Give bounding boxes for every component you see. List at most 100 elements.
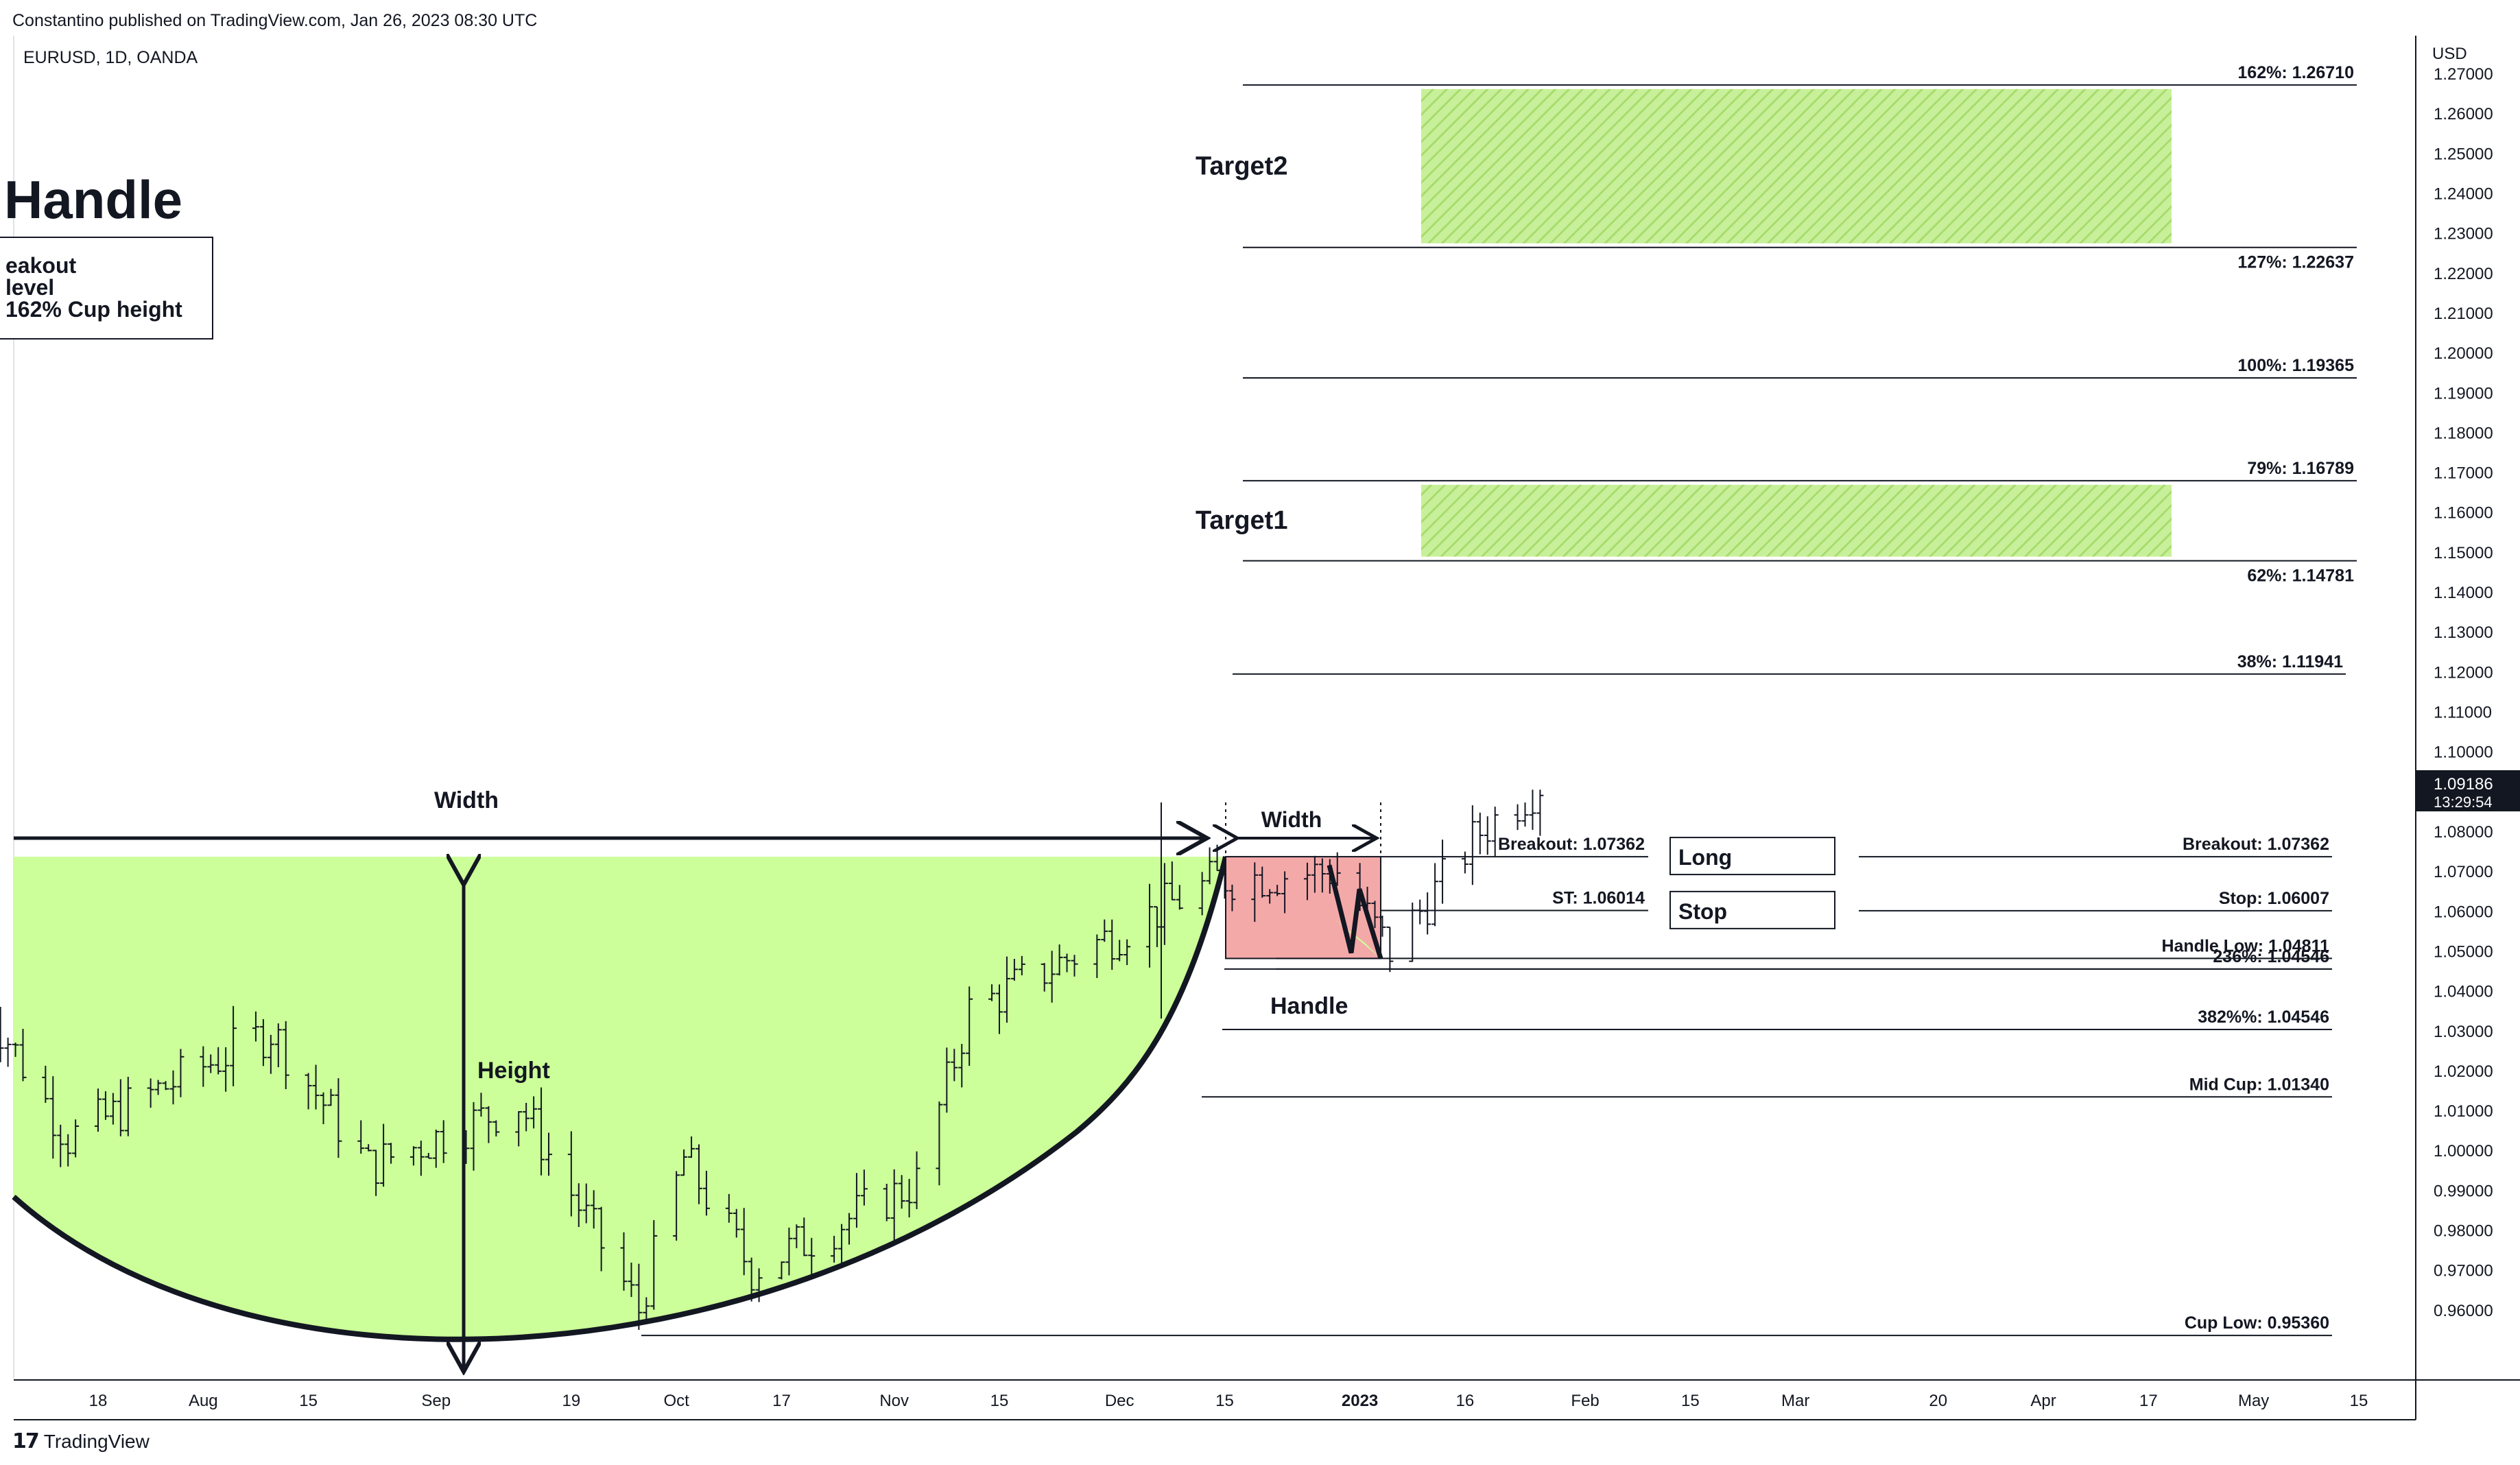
y-tick-label: 1.15000 [2434, 544, 2493, 562]
y-tick-label: 1.16000 [2434, 504, 2493, 523]
ohlc-bar [1514, 804, 1521, 831]
tradingview-brand[interactable]: 𝟭𝟳 TradingView [12, 1429, 150, 1453]
target-label: Target1 [1196, 506, 1287, 535]
level-label: 236%: 1.04546 [2213, 947, 2329, 966]
level-lines: 162%: 1.26710 127%: 1.22637 100%: 1.19365 7… [641, 63, 2357, 1337]
x-tick-label: Mar [1781, 1392, 1809, 1410]
level-label: 62%: 1.14781 [2247, 567, 2354, 586]
ohlc-bar [1266, 889, 1274, 904]
x-tick-label: 15 [299, 1392, 318, 1410]
x-tick-label: Aug [189, 1392, 218, 1410]
level-label: 79%: 1.16789 [2247, 459, 2354, 478]
ohlc-bar [274, 1023, 282, 1068]
y-tick-label: 1.06000 [2434, 903, 2493, 921]
ohlc-bar [1198, 872, 1206, 916]
x-tick-label: Dec [1105, 1392, 1134, 1410]
ohlc-bar [905, 1178, 913, 1217]
ohlc-bar [1318, 858, 1326, 893]
handle-label: Handle [1270, 993, 1348, 1019]
ohlc-bar [545, 1132, 552, 1176]
currency-label: USD [2432, 45, 2467, 63]
ohlc-bar [409, 1146, 417, 1166]
ohlc-bar [808, 1237, 816, 1276]
ohlc-bar [12, 1043, 19, 1057]
ohlc-bar [200, 1046, 207, 1087]
ohlc-bar [57, 1124, 64, 1167]
ohlc-bar [4, 1037, 12, 1067]
ohlc-bar [365, 1144, 372, 1152]
x-tick-label: 15 [1215, 1392, 1234, 1410]
level-label: Handle Low: 1.04811 [2161, 936, 2329, 955]
x-tick-label: May [2238, 1392, 2269, 1410]
x-tick-label: 18 [89, 1392, 108, 1410]
symbol-info[interactable]: EURUSD, 1D, OANDA [23, 48, 198, 67]
ohlc-bar [696, 1144, 702, 1204]
y-tick-label: 1.11000 [2434, 704, 2492, 722]
price-axis[interactable]: USD 1.27000 1.26000 1.25000 1.24000 1.23000 1.… [2416, 45, 2520, 1320]
level-label: 38%: 1.11941 [2237, 652, 2343, 671]
ohlc-bar [42, 1065, 49, 1104]
note-box [0, 237, 213, 340]
ohlc-bar [1146, 883, 1153, 968]
y-tick-label: 1.07000 [2434, 863, 2493, 881]
y-tick-label: 1.17000 [2434, 464, 2493, 483]
ohlc-bar [785, 1227, 793, 1276]
ohlc-bar [1093, 934, 1101, 979]
ohlc-bar [72, 1119, 80, 1158]
ohlc-bar [388, 1143, 395, 1164]
level-label: 382%%: 1.04546 [2198, 1008, 2329, 1027]
ohlc-bar [215, 1047, 222, 1075]
ohlc-bar [425, 1152, 432, 1159]
last-price-value: 1.09186 [2434, 775, 2493, 794]
cup-fill [14, 857, 1226, 1339]
cup-width-label: Width [434, 787, 499, 813]
note-line: eakout [5, 253, 76, 278]
level-label: Mid Cup: 1.01340 [2189, 1075, 2329, 1094]
note-line: level [5, 275, 54, 300]
ohlc-bar [582, 1183, 590, 1224]
ohlc-bar [1124, 939, 1131, 966]
ohlc-bar [64, 1134, 72, 1167]
ohlc-bar [267, 1034, 274, 1074]
ohlc-bar [259, 1019, 267, 1067]
ohlc-bar [1439, 839, 1447, 904]
ohlc-bar [0, 1007, 4, 1062]
ohlc-bar [1476, 812, 1484, 855]
ohlc-bar [372, 1150, 380, 1196]
y-tick-label: 1.22000 [2434, 265, 2493, 283]
stop-label: Stop [1678, 899, 1727, 924]
ohlc-bar [1259, 866, 1266, 898]
ohlc-bar [327, 1088, 335, 1106]
ohlc-bar [335, 1078, 342, 1158]
ohlc-bar [590, 1190, 597, 1229]
ohlc-bar [883, 1183, 890, 1222]
cup-pattern [12, 856, 1381, 1342]
pattern-title: Handle [4, 169, 182, 230]
target-zones: Target2 Target1 [1196, 88, 2172, 557]
y-tick-label: 1.12000 [2434, 663, 2493, 682]
x-tick-label: 19 [562, 1392, 580, 1410]
ohlc-bar [913, 1151, 920, 1209]
ohlc-bar [1379, 915, 1386, 937]
ohlc-bar [19, 1029, 27, 1082]
ohlc-bar [1176, 885, 1183, 910]
target-label: Target2 [1196, 152, 1287, 180]
level-label: 162%: 1.26710 [2237, 63, 2354, 82]
y-tick-label: 1.19000 [2434, 384, 2493, 403]
ohlc-bar [898, 1175, 905, 1209]
handle-width-label: Width [1261, 807, 1322, 832]
y-tick-label: 1.25000 [2434, 145, 2493, 163]
x-tick-label: 17 [2139, 1392, 2158, 1410]
ohlc-bar [102, 1091, 109, 1120]
y-tick-label: 1.23000 [2434, 225, 2493, 243]
level-label: Breakout: 1.07362 [2183, 835, 2329, 854]
ohlc-bar [252, 1011, 259, 1042]
ohlc-bar [1491, 807, 1499, 857]
y-tick-label: 1.13000 [2434, 623, 2493, 642]
ohlc-bar [207, 1054, 215, 1073]
time-axis[interactable]: 18 Aug 15 Sep 19 Oct 17 Nov 15 Dec 15 2023 16 Feb 15 Ma… [89, 1392, 2368, 1410]
target-zone [1421, 88, 2172, 243]
ohlc-bar [492, 1120, 500, 1137]
ohlc-bar [831, 1235, 838, 1263]
